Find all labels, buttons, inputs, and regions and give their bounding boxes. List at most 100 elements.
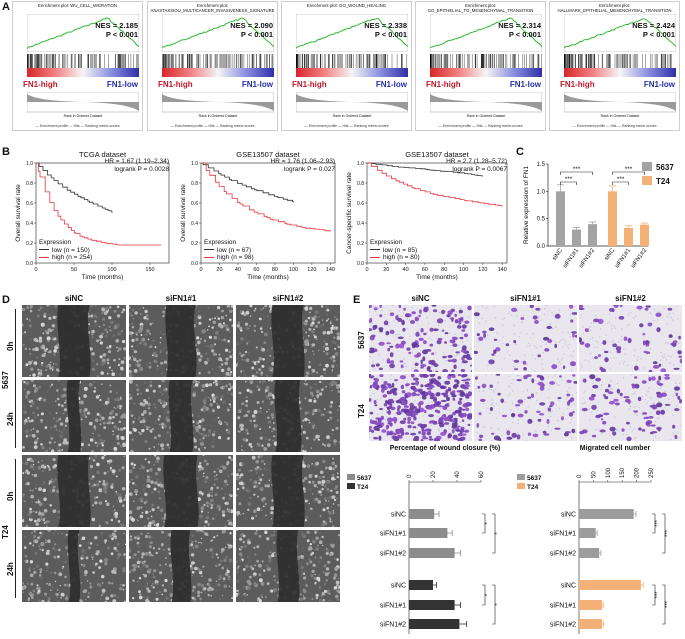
cell-speck bbox=[197, 464, 202, 469]
cell-speck bbox=[213, 483, 216, 486]
y-tick-label: 0.0 bbox=[26, 261, 33, 267]
cell-speck bbox=[118, 347, 122, 351]
cell-speck bbox=[38, 574, 42, 577]
cell-speck bbox=[131, 331, 134, 335]
membrane-pore bbox=[567, 345, 569, 347]
stained-cell bbox=[404, 313, 410, 318]
cell-speck bbox=[249, 496, 252, 499]
cell-speck bbox=[138, 546, 140, 548]
membrane-pore bbox=[670, 356, 672, 358]
stained-cell bbox=[493, 349, 497, 354]
cell-speck bbox=[273, 579, 277, 582]
cell-speck bbox=[220, 315, 224, 320]
cell-speck bbox=[220, 547, 225, 552]
cell-speck bbox=[269, 327, 272, 329]
cell-speck bbox=[142, 307, 145, 309]
cell-speck bbox=[48, 350, 52, 354]
cell-speck bbox=[30, 367, 34, 371]
membrane-pore bbox=[377, 307, 380, 309]
cell-speck bbox=[255, 371, 259, 374]
cell-speck bbox=[336, 386, 340, 390]
cell-speck bbox=[248, 581, 252, 586]
cell-speck bbox=[26, 305, 29, 307]
cell-speck bbox=[236, 530, 239, 532]
cell-speck bbox=[217, 583, 221, 587]
cell-speck bbox=[62, 393, 67, 398]
stained-cell bbox=[579, 307, 585, 310]
cell-speck bbox=[48, 480, 53, 484]
cell-speck bbox=[242, 437, 246, 442]
membrane-pore bbox=[373, 305, 375, 308]
cell-speck bbox=[253, 309, 256, 312]
cell-speck bbox=[137, 550, 140, 554]
cell-speck bbox=[223, 338, 227, 342]
cell-speck bbox=[308, 480, 311, 484]
cell-speck bbox=[214, 331, 219, 335]
cell-speck bbox=[228, 497, 232, 501]
cell-speck bbox=[254, 467, 258, 471]
cell-speck bbox=[94, 305, 97, 307]
membrane-pore bbox=[369, 355, 371, 358]
cell-speck bbox=[130, 345, 134, 348]
legend-low-swatch bbox=[370, 249, 380, 251]
x-tick-label: 0 bbox=[199, 267, 202, 273]
stained-cell bbox=[431, 359, 435, 364]
cell-speck bbox=[159, 331, 162, 333]
membrane-pore bbox=[518, 336, 520, 338]
cell-speck bbox=[331, 525, 335, 527]
cell-speck bbox=[237, 566, 240, 569]
cell-speck bbox=[226, 430, 231, 434]
gsea-title: Enrichment plot: ANASTASSIOU_MULTICANCER… bbox=[150, 3, 275, 13]
cell-speck bbox=[91, 449, 94, 452]
cell-speck bbox=[306, 436, 309, 440]
cell-speck bbox=[218, 353, 221, 356]
stained-cell bbox=[379, 374, 384, 378]
cell-speck bbox=[337, 345, 340, 349]
stained-cell bbox=[386, 430, 390, 436]
low-expression-curve bbox=[36, 162, 113, 213]
cell-speck bbox=[305, 374, 309, 377]
stained-cell bbox=[467, 305, 472, 311]
cell-speck bbox=[325, 310, 327, 312]
stained-cell bbox=[655, 312, 662, 317]
cell-speck bbox=[255, 417, 257, 419]
cell-speck bbox=[237, 430, 240, 433]
cell-speck bbox=[91, 329, 95, 334]
cell-speck bbox=[321, 479, 326, 484]
ranking-metric-plot: Rank in Ordered Dataset bbox=[430, 92, 542, 118]
cell-speck bbox=[323, 571, 325, 573]
membrane-pore bbox=[426, 332, 428, 334]
cell-speck bbox=[32, 463, 35, 466]
cell-speck bbox=[137, 580, 139, 583]
cell-speck bbox=[133, 536, 137, 540]
cell-speck bbox=[65, 399, 68, 402]
cell-speck bbox=[264, 449, 266, 451]
cell-speck bbox=[271, 553, 275, 557]
cell-speck bbox=[149, 553, 153, 557]
p-value: P < 0.001 bbox=[642, 30, 675, 39]
cell-speck bbox=[255, 471, 258, 474]
enrichment-curve bbox=[162, 14, 274, 52]
stained-cell bbox=[420, 438, 424, 441]
cell-speck bbox=[80, 539, 83, 541]
membrane-pore bbox=[382, 359, 384, 361]
cell-speck bbox=[50, 571, 53, 574]
x-tick-label: 140 bbox=[326, 267, 335, 273]
cell-speck bbox=[237, 471, 239, 473]
cell-speck bbox=[198, 358, 202, 362]
cell-speck bbox=[123, 416, 126, 419]
cell-speck bbox=[90, 305, 93, 308]
cell-speck bbox=[110, 469, 112, 471]
cell-speck bbox=[64, 575, 67, 579]
cell-speck bbox=[214, 493, 218, 497]
cell-speck bbox=[198, 314, 201, 317]
cell-speck bbox=[202, 427, 206, 431]
wound-gap bbox=[163, 455, 199, 527]
panel-label-c: C bbox=[516, 146, 524, 158]
cell-speck bbox=[251, 455, 256, 460]
cell-speck bbox=[256, 559, 260, 563]
cell-speck bbox=[115, 391, 118, 394]
wound-gap bbox=[170, 530, 192, 602]
cell-speck bbox=[311, 480, 315, 484]
cell-speck bbox=[36, 587, 39, 590]
